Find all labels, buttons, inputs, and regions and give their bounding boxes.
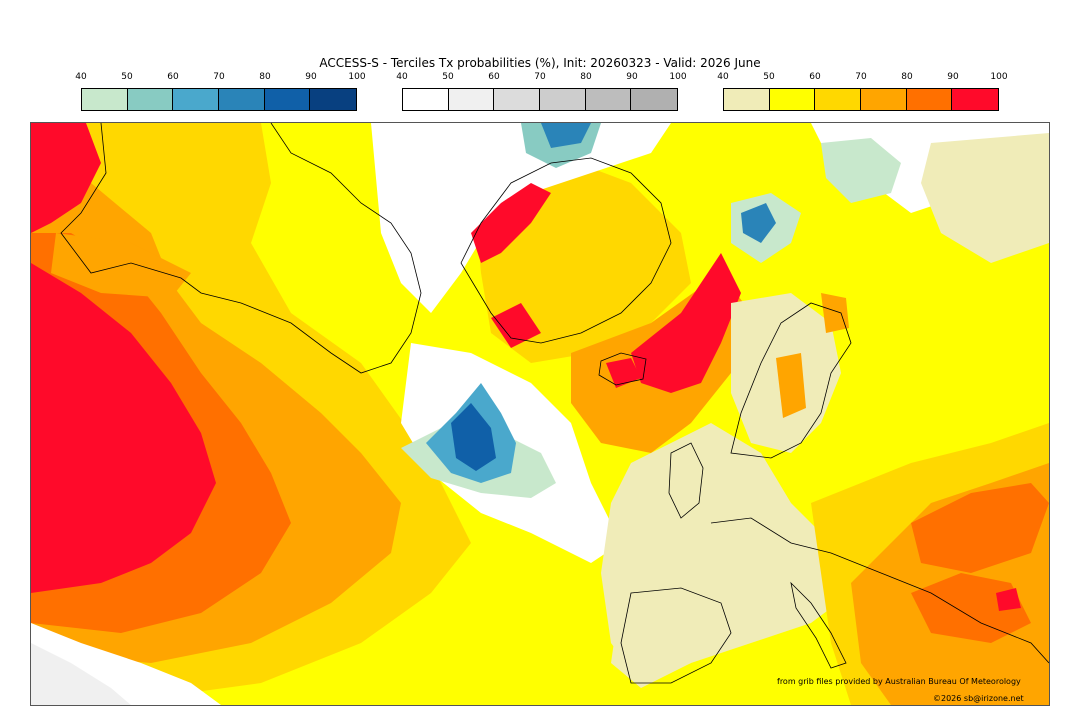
legend-swatch: [861, 89, 907, 110]
tick-label: 100: [348, 72, 366, 82]
legend-swatch: [585, 89, 632, 110]
legend-swatch: [403, 89, 449, 110]
tick-label: 100: [669, 72, 687, 82]
tick-label: 50: [121, 72, 133, 82]
coastline-british-isles: [668, 442, 704, 519]
field-red-northwest: [31, 123, 101, 233]
legend-colorbar: [402, 88, 678, 111]
legend-below-normal: 40 50 60 70 80 90 100: [75, 71, 366, 113]
legend-swatch: [769, 89, 816, 110]
coastline-greenland: [460, 157, 672, 344]
probability-map: [30, 122, 1050, 706]
tick-label: 100: [990, 72, 1008, 82]
legend-swatch: [494, 89, 541, 110]
tick-label: 70: [855, 72, 867, 82]
map-title: ACCESS-S - Terciles Tx probabilities (%)…: [319, 56, 761, 70]
field-darkorange-balkans: [911, 573, 1031, 643]
legend-ticks: 40 50 60 70 80 90 100: [396, 71, 686, 85]
legend-swatch: [815, 89, 862, 110]
coastlines: [60, 123, 1049, 684]
field-red-greenland-west: [471, 183, 551, 263]
legend-swatch: [448, 89, 495, 110]
legend-colorbar: [81, 88, 357, 111]
tick-label: 80: [580, 72, 592, 82]
legend-above-normal: 40 50 60 70 80 90 100: [717, 71, 1008, 113]
tick-label: 80: [901, 72, 913, 82]
tick-label: 90: [947, 72, 959, 82]
field-red-atlantic: [31, 263, 216, 593]
legend-swatch: [173, 89, 220, 110]
tick-label: 60: [809, 72, 821, 82]
field-midblue-barents: [741, 203, 776, 243]
legend-ticks: 40 50 60 70 80 90 100: [75, 71, 365, 85]
tick-label: 70: [213, 72, 225, 82]
field-midblue-arctic: [541, 123, 591, 148]
tick-label: 50: [442, 72, 454, 82]
field-white-arctic: [371, 123, 671, 313]
source-credit: from grib files provided by Australian B…: [777, 677, 1021, 686]
legend-swatch: [906, 89, 953, 110]
legend-swatch: [264, 89, 311, 110]
tick-label: 50: [763, 72, 775, 82]
tick-label: 60: [488, 72, 500, 82]
field-beige-russia: [921, 133, 1049, 263]
field-red-greenland-south: [491, 303, 541, 348]
copyright-credit: ©2026 sb@irizone.net: [933, 694, 1024, 703]
tick-label: 40: [717, 72, 729, 82]
legend-ticks: 40 50 60 70 80 90 100: [717, 71, 1007, 85]
coastline-scandinavia: [730, 302, 852, 459]
field-beige-iberia: [611, 583, 711, 688]
field-orange-sweden: [776, 353, 806, 418]
legend-swatch: [540, 89, 586, 110]
tick-label: 60: [167, 72, 179, 82]
field-darkorange-east: [911, 483, 1049, 573]
legend-swatch: [219, 89, 265, 110]
legend-swatch: [310, 89, 357, 110]
coastline-iberia: [620, 587, 732, 684]
field-red-turkey: [996, 588, 1021, 611]
tick-label: 40: [396, 72, 408, 82]
map-canvas: [31, 123, 1049, 705]
legend-near-normal: 40 50 60 70 80 90 100: [396, 71, 687, 113]
tick-label: 70: [534, 72, 546, 82]
coastline-italy: [790, 581, 847, 669]
legend-swatch: [952, 89, 999, 110]
legend-swatch: [724, 89, 770, 110]
legend-colorbar: [723, 88, 999, 111]
field-orange-finland: [821, 293, 849, 333]
field-darkblue-central: [451, 403, 496, 471]
field-red-norwegian: [631, 253, 741, 393]
legend-swatch: [127, 89, 174, 110]
tick-label: 40: [75, 72, 87, 82]
legend-swatch: [631, 89, 678, 110]
legend-swatch: [82, 89, 128, 110]
field-greenpale-russia: [821, 138, 901, 203]
tick-label: 90: [626, 72, 638, 82]
coastline-north-america: [60, 123, 422, 374]
tick-label: 80: [259, 72, 271, 82]
coastline-iceland: [598, 352, 647, 386]
coastline-europe: [710, 517, 1049, 664]
field-grey-southwest: [31, 643, 131, 705]
field-red-iceland: [606, 358, 641, 388]
tick-label: 90: [305, 72, 317, 82]
